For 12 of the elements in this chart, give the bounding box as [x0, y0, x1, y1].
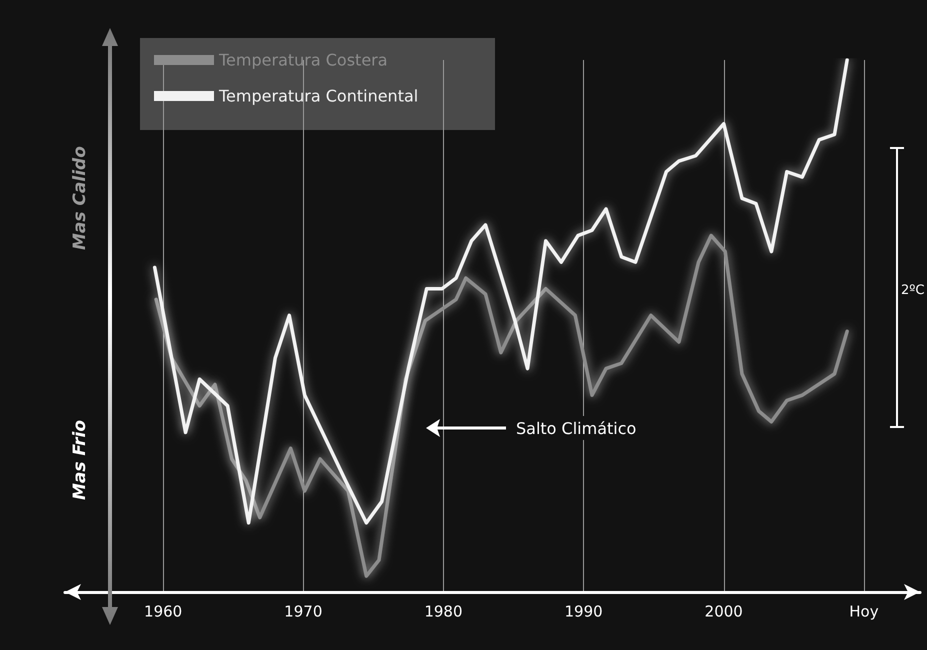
annotation: Salto Climático — [516, 419, 636, 438]
annotation: 2ºC — [901, 283, 924, 298]
x-tick-label: 1980 — [424, 602, 463, 620]
legend-label: Temperatura Continental — [218, 86, 418, 106]
x-tick-label: Hoy — [849, 602, 879, 620]
legend-label: Temperatura Costera — [218, 50, 388, 70]
annotation: Mas Calido — [70, 146, 90, 250]
annotation: Mas Frio — [70, 420, 90, 500]
x-tick-label: 2000 — [704, 602, 743, 620]
x-tick-label: 1960 — [144, 602, 182, 620]
x-tick-label: 1990 — [564, 602, 603, 620]
x-tick-label: 1970 — [284, 602, 322, 620]
